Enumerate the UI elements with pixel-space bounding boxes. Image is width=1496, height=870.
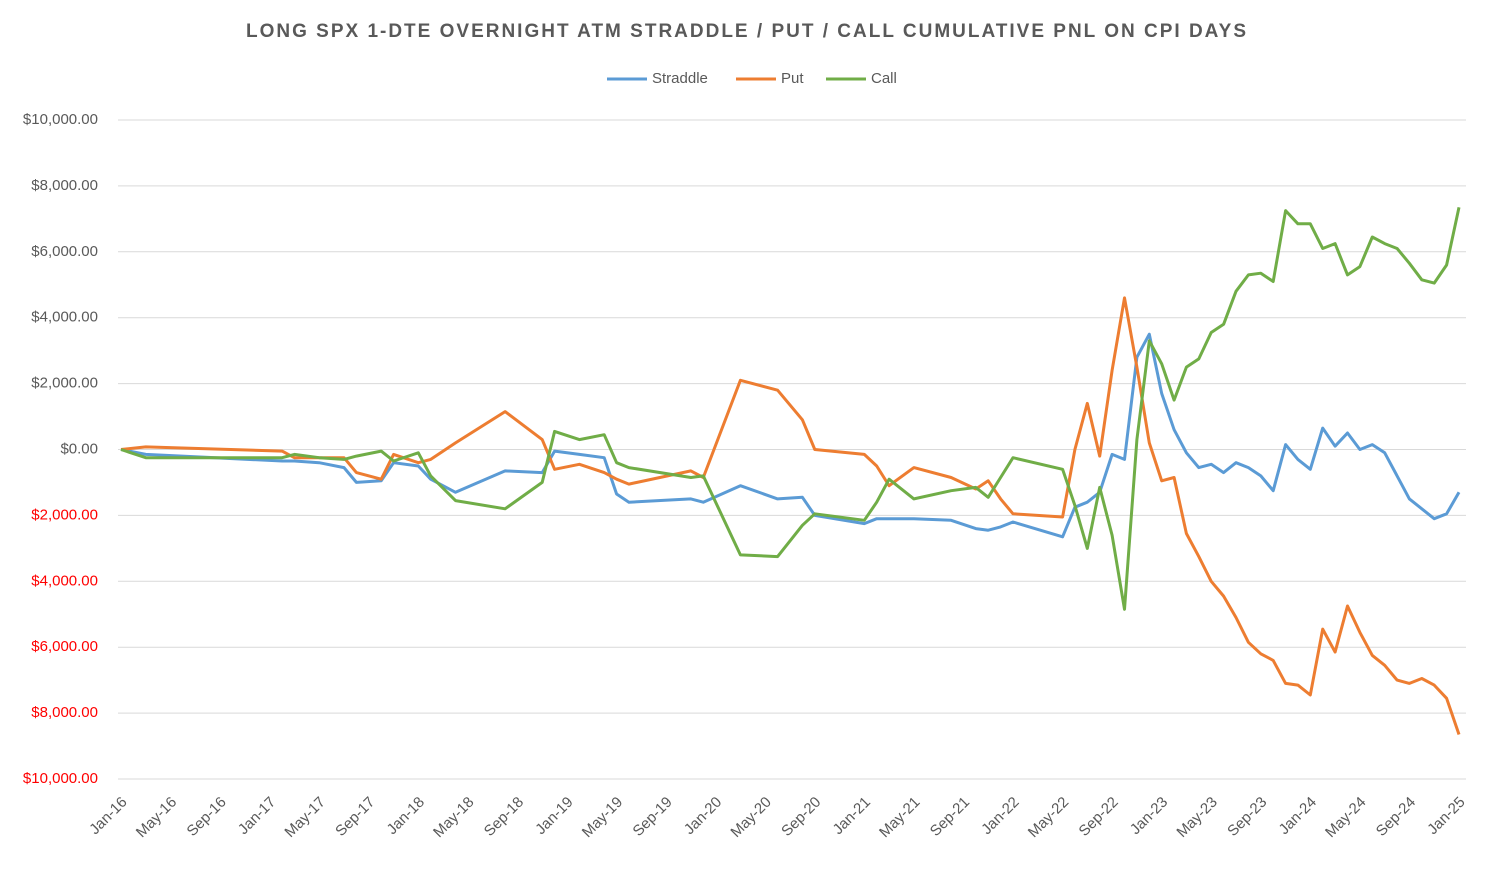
x-tick-label: May-17: [281, 794, 328, 841]
x-tick-label: Sep-18: [481, 794, 527, 840]
x-tick-label: Sep-16: [184, 794, 230, 840]
x-tick-label: Jan-17: [235, 794, 279, 838]
x-tick-label: May-18: [430, 794, 477, 841]
x-tick-label: Jan-16: [86, 794, 130, 838]
x-tick-label: Sep-20: [778, 794, 824, 840]
y-tick-label: $6,000.00: [31, 243, 98, 260]
x-tick-label: Sep-22: [1076, 794, 1122, 840]
y-tick-label: $8,000.00: [31, 704, 98, 721]
x-tick-label: May-16: [133, 794, 180, 841]
x-tick-label: Sep-24: [1373, 794, 1419, 840]
x-tick-label: Jan-18: [384, 794, 428, 838]
x-tick-label: Jan-24: [1276, 794, 1320, 838]
x-tick-label: Sep-17: [332, 794, 378, 840]
x-tick-label: Jan-22: [978, 794, 1022, 838]
x-tick-label: Jan-19: [532, 794, 576, 838]
chart-title: LONG SPX 1-DTE OVERNIGHT ATM STRADDLE / …: [246, 21, 1248, 42]
y-tick-label: $10,000.00: [23, 111, 98, 128]
x-tick-label: Jan-23: [1127, 794, 1171, 838]
x-tick-label: Jan-20: [681, 794, 725, 838]
x-tick-label: May-20: [727, 794, 774, 841]
y-tick-label: $4,000.00: [31, 572, 98, 589]
legend-label: Call: [871, 70, 897, 87]
y-tick-label: $2,000.00: [31, 375, 98, 392]
x-tick-label: May-21: [876, 794, 923, 841]
series-line: [120, 296, 1461, 735]
series-line: [120, 332, 1461, 539]
legend-label: Put: [781, 70, 804, 87]
x-tick-label: Sep-21: [927, 794, 973, 840]
legend-label: Straddle: [652, 70, 708, 87]
x-tick-label: May-22: [1025, 794, 1072, 841]
y-tick-label: $2,000.00: [31, 506, 98, 523]
x-tick-label: May-23: [1173, 794, 1220, 841]
y-tick-label: $0.00: [60, 440, 98, 457]
x-tick-label: May-24: [1322, 794, 1369, 841]
y-tick-label: $10,000.00: [23, 770, 98, 787]
x-tick-label: Jan-21: [830, 794, 874, 838]
x-tick-label: Sep-19: [630, 794, 676, 840]
y-tick-label: $4,000.00: [31, 309, 98, 326]
x-tick-label: May-19: [579, 794, 626, 841]
x-tick-label: Sep-23: [1224, 794, 1270, 840]
x-tick-label: Jan-25: [1424, 794, 1468, 838]
y-tick-label: $8,000.00: [31, 177, 98, 194]
series-line: [120, 206, 1461, 611]
y-tick-label: $6,000.00: [31, 638, 98, 655]
